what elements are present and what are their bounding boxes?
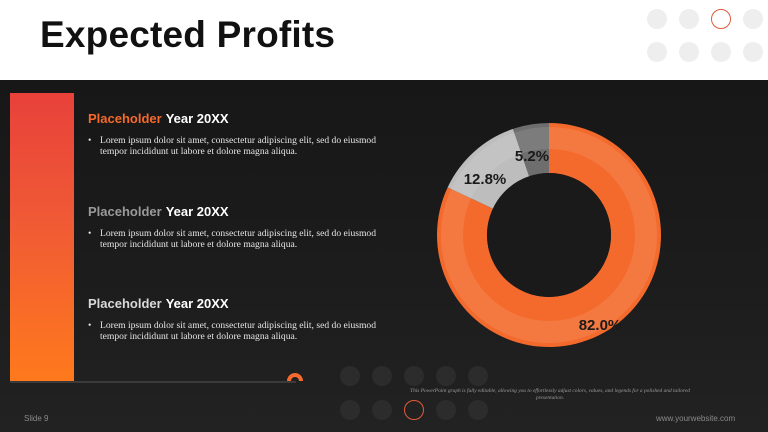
section-bullet: • Lorem ipsum dolor sit amet, consectetu… <box>88 135 388 157</box>
section-title: Placeholder Year 20XX <box>88 296 388 312</box>
decor-dot <box>468 366 488 386</box>
decor-dot <box>372 400 392 420</box>
section-title-rest: Year 20XX <box>165 296 229 311</box>
decor-dot <box>404 366 424 386</box>
section-title-rest: Year 20XX <box>165 204 229 219</box>
editable-note: This PowerPoint graph is fully editable,… <box>410 388 690 401</box>
page-title: Expected Profits <box>40 14 336 55</box>
bullet-glyph: • <box>88 320 92 331</box>
section-title-highlight: Placeholder <box>88 296 162 311</box>
title-bar: Expected Profits <box>0 0 768 80</box>
decor-ring-dot <box>404 400 424 420</box>
decor-dot <box>743 9 763 29</box>
decor-dot <box>743 42 763 62</box>
decor-dot <box>647 9 667 29</box>
divider-line <box>10 381 296 383</box>
donut-slice <box>513 123 549 177</box>
donut-data-label: 82.0% <box>579 317 622 334</box>
website-url: www.yourwebsite.com <box>656 414 736 423</box>
decor-dot <box>679 9 699 29</box>
section-text: Lorem ipsum dolor sit amet, consectetur … <box>100 320 377 342</box>
text-section: Placeholder Year 20XX • Lorem ipsum dolor… <box>88 111 388 157</box>
decor-dot <box>711 42 731 62</box>
decor-dot <box>468 400 488 420</box>
section-bullet: • Lorem ipsum dolor sit amet, consectetu… <box>88 228 388 250</box>
section-title: Placeholder Year 20XX <box>88 111 388 127</box>
section-title: Placeholder Year 20XX <box>88 204 388 220</box>
decor-dot <box>372 366 392 386</box>
decor-dot <box>340 366 360 386</box>
accent-gradient-bar <box>10 93 74 383</box>
section-text: Lorem ipsum dolor sit amet, consectetur … <box>100 135 377 157</box>
donut-data-label: 5.2% <box>515 148 549 165</box>
section-bullet: • Lorem ipsum dolor sit amet, consectetu… <box>88 320 388 342</box>
decor-dot <box>436 366 456 386</box>
donut-highlight-ring <box>441 127 657 343</box>
bullet-glyph: • <box>88 135 92 146</box>
donut-hole <box>487 173 611 297</box>
donut-chart: 82.0% 12.8% 5.2% <box>437 123 661 347</box>
decor-dot <box>647 42 667 62</box>
bullet-glyph: • <box>88 228 92 239</box>
decor-ring-dot <box>711 9 731 29</box>
section-title-highlight: Placeholder <box>88 204 162 219</box>
decor-dot <box>679 42 699 62</box>
donut-slice <box>447 128 530 209</box>
donut-slice <box>437 123 661 347</box>
section-title-highlight: Placeholder <box>88 111 162 126</box>
slide-number: Slide 9 <box>24 414 49 423</box>
section-text: Lorem ipsum dolor sit amet, consectetur … <box>100 228 377 250</box>
decor-dot <box>436 400 456 420</box>
text-section: Placeholder Year 20XX • Lorem ipsum dolor… <box>88 204 388 250</box>
half-ring-marker <box>287 373 303 381</box>
decor-dot <box>340 400 360 420</box>
text-section: Placeholder Year 20XX • Lorem ipsum dolor… <box>88 296 388 342</box>
donut-data-label: 12.8% <box>464 171 507 188</box>
section-title-rest: Year 20XX <box>165 111 229 126</box>
